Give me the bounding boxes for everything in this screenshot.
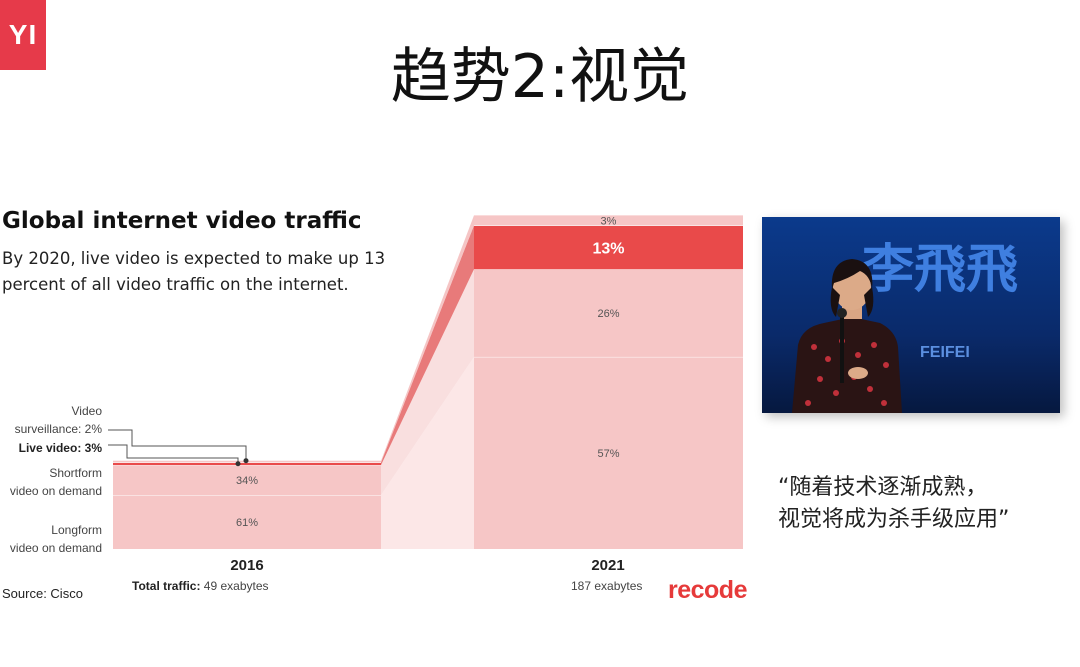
banner-name-text: FEIFEI bbox=[920, 344, 970, 361]
value-label: 3% bbox=[601, 215, 617, 227]
leader-dot bbox=[235, 461, 241, 467]
chart-source: Source: Cisco bbox=[2, 586, 83, 601]
chart-title: Global internet video traffic bbox=[2, 208, 362, 234]
leader-surveillance bbox=[108, 429, 247, 461]
label-video-surveillance: Video surveillance: 2% bbox=[14, 404, 102, 436]
speaker-photo: 李飛飛 FEIFEI I bbox=[762, 217, 1060, 413]
quote: “随着技术逐渐成熟， 视觉将成为杀手级应用” bbox=[778, 475, 1010, 532]
chart-subtitle: By 2020, live video is expected to make … bbox=[2, 249, 386, 294]
slide-title: 趋势2:视觉 bbox=[390, 42, 690, 112]
connector-shortform bbox=[381, 269, 474, 496]
connector-surveillance bbox=[381, 215, 474, 463]
value-label: 61% bbox=[236, 517, 258, 529]
value-label: 34% bbox=[236, 475, 258, 487]
leader-dot bbox=[243, 458, 249, 464]
traffic-2016: Total traffic: 49 exabytes bbox=[132, 579, 269, 593]
recode-logo: recode bbox=[668, 576, 747, 604]
bar-2021-shortform-video-on-demand bbox=[474, 269, 743, 357]
bar-2021-live-video bbox=[474, 225, 743, 270]
value-label: 57% bbox=[597, 448, 619, 460]
year-label-2021: 2021 bbox=[591, 557, 625, 574]
bar-2016-live-video bbox=[113, 462, 381, 466]
bar-2016-shortform-video-on-demand bbox=[113, 465, 381, 496]
leader-live-video bbox=[108, 444, 239, 464]
label-longform: Longform video on demand bbox=[9, 523, 102, 555]
yi-logo: YI bbox=[0, 0, 46, 70]
connector-longform bbox=[381, 356, 474, 549]
bar-2016-longform-video-on-demand bbox=[113, 495, 381, 549]
bar-2021-longform-video-on-demand bbox=[474, 356, 743, 549]
stacked-bar-chart: 61% 34% 57% 26% 13% 3% bbox=[108, 215, 743, 549]
value-label: 13% bbox=[592, 240, 624, 257]
bar-2021-video-surveillance bbox=[474, 215, 743, 226]
banner-text: 李飛飛 bbox=[862, 240, 1018, 300]
label-shortform: Shortform video on demand bbox=[9, 466, 102, 498]
value-label: 26% bbox=[597, 308, 619, 320]
year-label-2016: 2016 bbox=[230, 557, 264, 574]
connector-live-video bbox=[381, 225, 474, 466]
traffic-2021: 187 exabytes bbox=[571, 579, 643, 593]
label-live-video: Live video: 3% bbox=[18, 441, 102, 455]
